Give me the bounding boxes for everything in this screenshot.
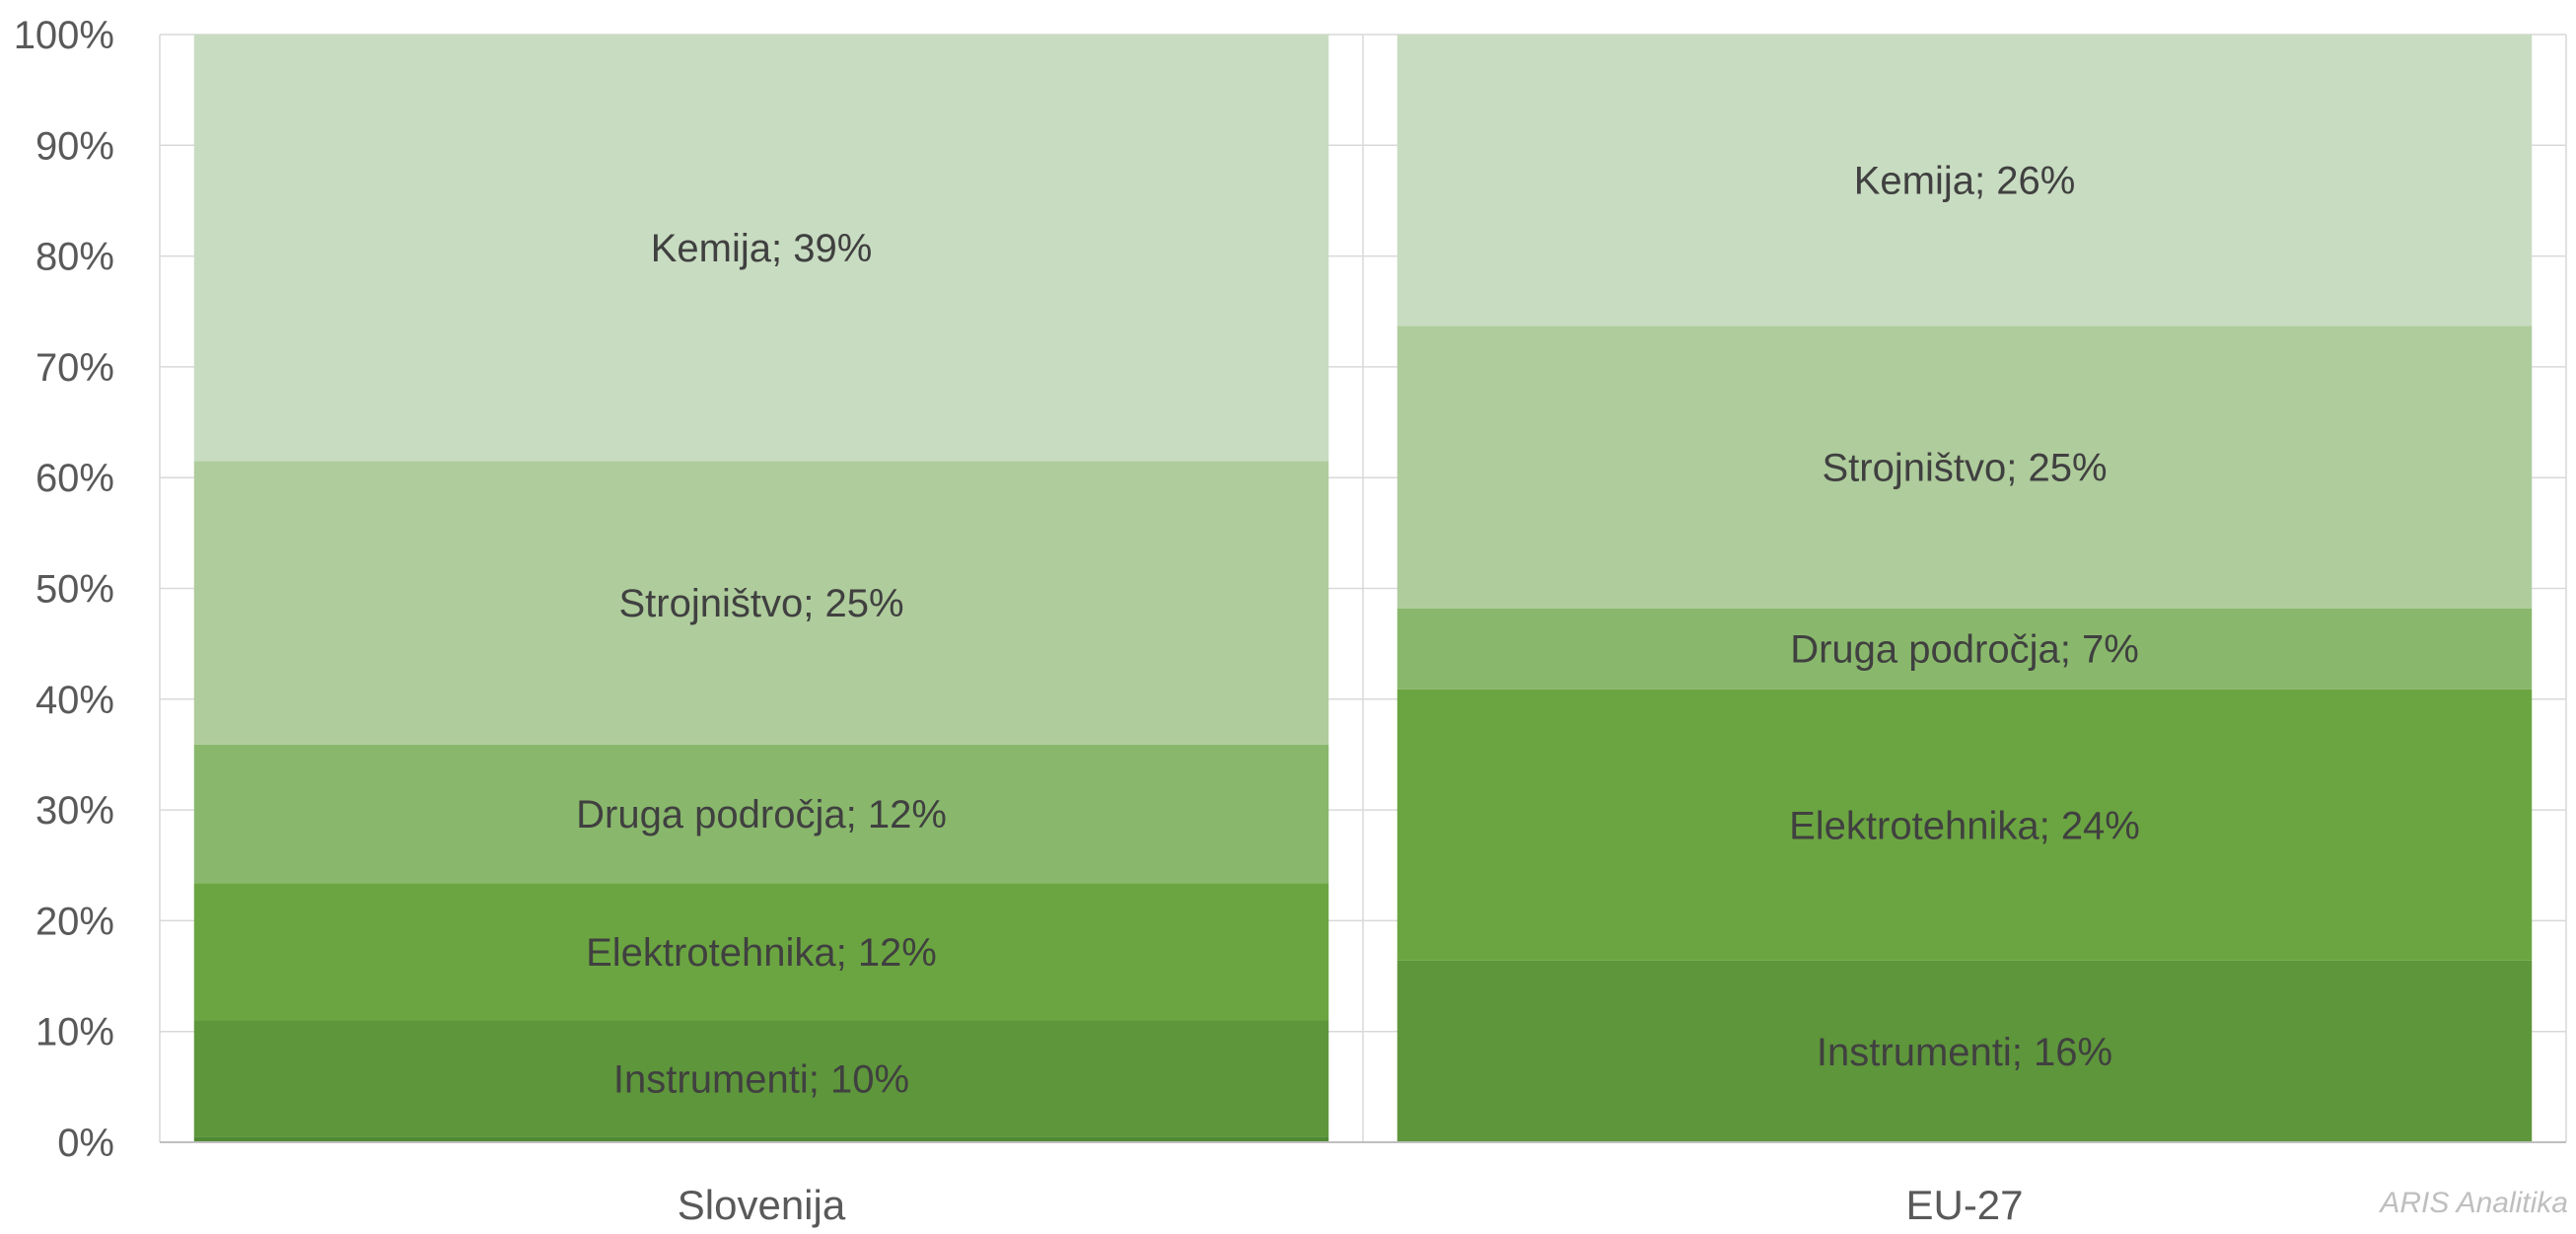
- bar-segment: [193, 1020, 1329, 1137]
- x-category-label: EU-27: [1905, 1182, 2023, 1228]
- x-axis: Slovenija EU-27: [160, 1141, 2566, 1228]
- bar-segment: [193, 461, 1329, 745]
- bar-segment: [1396, 326, 2533, 609]
- y-tick-label: 90%: [36, 124, 114, 168]
- bar-segment: [193, 35, 1329, 462]
- bar-segment: [1396, 960, 2533, 1142]
- y-tick-label: 10%: [36, 1011, 114, 1054]
- data-label: Elektrotehnika; 12%: [586, 931, 937, 975]
- watermark: ARIS Analitika: [2380, 1187, 2568, 1219]
- data-label: Elektrotehnika; 24%: [1789, 804, 2140, 847]
- y-tick-label: 50%: [36, 568, 114, 612]
- y-axis: 0% 10% 20% 30% 40% 50% 60% 70% 80% 90% 100%: [14, 14, 114, 1165]
- bar-segment: [1396, 608, 2533, 690]
- y-tick-label: 80%: [36, 236, 114, 279]
- y-tick-label: 100%: [14, 14, 114, 57]
- data-label: Druga področja; 7%: [1790, 628, 2139, 672]
- y-tick-label: 60%: [36, 457, 114, 500]
- bar-segment: [1396, 35, 2533, 327]
- data-label: Kemija; 26%: [1854, 160, 2076, 203]
- data-label: Strojništvo; 25%: [1822, 447, 2107, 490]
- data-label: Druga področja; 12%: [576, 793, 947, 836]
- bar-segment: [193, 1136, 1329, 1142]
- bar-segment: [193, 883, 1329, 1021]
- y-tick-label: 40%: [36, 679, 114, 722]
- data-labels: Instrumenti; 10% Elektrotehnika; 12% Druga…: [576, 160, 2140, 1102]
- data-label: Instrumenti; 16%: [1817, 1031, 2112, 1074]
- bar-segment: [1396, 689, 2533, 961]
- y-tick-label: 70%: [36, 346, 114, 390]
- y-tick-label: 30%: [36, 789, 114, 833]
- data-label: Strojništvo; 25%: [618, 582, 903, 625]
- bars: [193, 35, 2533, 1142]
- y-tick-label: 0%: [57, 1122, 114, 1165]
- data-label: Kemija; 39%: [651, 227, 873, 270]
- y-tick-label: 20%: [36, 900, 114, 943]
- x-category-label: Slovenija: [678, 1182, 846, 1228]
- bar-segment: [193, 744, 1329, 884]
- data-label: Instrumenti; 10%: [613, 1057, 909, 1101]
